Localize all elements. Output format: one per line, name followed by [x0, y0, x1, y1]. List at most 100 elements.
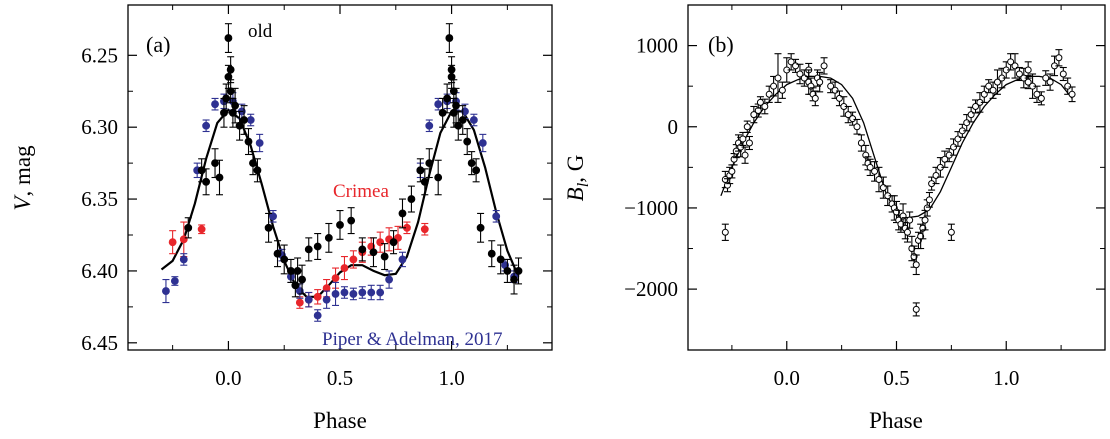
data-point: [472, 166, 481, 175]
data-point: [972, 102, 980, 110]
data-point: [496, 255, 505, 264]
data-point: [993, 78, 1001, 86]
y-tick-label: 6.45: [81, 331, 118, 355]
data-point: [253, 166, 262, 175]
data-point: [179, 255, 188, 264]
data-point: [1024, 66, 1032, 74]
data-point: [458, 116, 467, 124]
data-point: [721, 228, 729, 236]
data-point: [398, 209, 407, 218]
data-point: [756, 98, 764, 106]
series-b-0: [721, 49, 1076, 317]
data-point: [293, 267, 302, 275]
panel-label-b: (b): [708, 32, 734, 57]
y-tick-label: 0: [668, 115, 679, 139]
data-point: [875, 176, 883, 184]
data-point: [503, 267, 512, 275]
data-point: [222, 94, 231, 103]
y-axis-title-b-subscript: l: [575, 182, 592, 187]
data-point: [313, 242, 322, 251]
data-point: [774, 74, 782, 82]
data-point: [1046, 78, 1054, 86]
data-point: [324, 233, 333, 242]
data-point: [770, 82, 778, 90]
data-point: [476, 223, 485, 232]
data-point: [989, 86, 997, 94]
data-point: [407, 195, 416, 203]
data-point: [420, 225, 429, 234]
data-point: [761, 102, 769, 110]
data-point: [912, 261, 920, 269]
data-point: [469, 116, 478, 124]
data-point: [269, 212, 277, 221]
data-point: [313, 311, 322, 320]
data-point: [168, 238, 177, 247]
data-point: [447, 65, 456, 74]
axis-ticks-a: [128, 5, 552, 350]
data-point: [224, 34, 233, 42]
y-tick-label: 6.40: [81, 259, 118, 283]
y-tick-label: −2000: [624, 277, 678, 301]
data-point: [478, 139, 487, 147]
data-point: [831, 86, 839, 94]
data-point: [796, 70, 804, 78]
data-point: [908, 245, 916, 253]
data-point: [313, 292, 322, 301]
data-point: [917, 232, 925, 240]
data-point: [1037, 94, 1045, 102]
data-point: [754, 107, 762, 115]
panel-label-a: (a): [146, 32, 170, 57]
data-point: [463, 137, 472, 146]
data-point: [244, 137, 253, 146]
data-point: [179, 235, 188, 244]
data-point: [215, 173, 224, 182]
data-point: [985, 82, 993, 90]
data-point: [231, 101, 240, 110]
data-point: [492, 212, 501, 221]
data-point: [420, 177, 429, 186]
data-point: [295, 298, 304, 307]
data-point: [322, 295, 331, 304]
x-axis-title-b: Phase: [869, 408, 923, 433]
data-point: [1068, 90, 1076, 98]
data-point: [226, 87, 235, 96]
data-point: [347, 216, 356, 225]
data-point: [425, 121, 434, 130]
fit-curve-a: [160, 108, 520, 298]
data-point: [197, 166, 206, 175]
data-point: [376, 238, 385, 247]
y-tick-label: 6.30: [81, 115, 118, 139]
data-point: [827, 82, 835, 90]
plot-frame-b: [687, 4, 1106, 351]
data-point: [280, 255, 289, 264]
data-point: [857, 139, 865, 147]
data-point: [273, 249, 282, 258]
data-point: [743, 123, 751, 131]
data-point: [416, 166, 425, 175]
y-axis-title-a: V, mag: [10, 145, 35, 211]
data-point: [750, 111, 758, 119]
data-point: [906, 216, 914, 224]
data-point: [367, 288, 376, 297]
data-point: [941, 155, 949, 163]
data-point: [246, 116, 255, 124]
data-point: [816, 78, 824, 86]
data-point: [304, 245, 313, 254]
data-point: [787, 58, 795, 66]
tick-labels-b: 0.0 0.5 1.0 1000 0 −1000 −2000: [624, 34, 1019, 390]
data-point: [844, 111, 852, 119]
data-series-a: [162, 23, 523, 322]
y-tick-label: 1000: [636, 34, 678, 58]
data-point: [331, 274, 340, 283]
data-point: [853, 123, 861, 131]
panel-b: 0.0 0.5 1.0 1000 0 −1000 −2000 (b) Phase Bl, G: [563, 4, 1106, 433]
series-a-2: [184, 23, 523, 298]
data-point: [202, 177, 211, 186]
data-point: [866, 163, 874, 171]
data-point: [487, 249, 496, 258]
data-point: [1064, 82, 1072, 90]
fit-curve-b: [720, 75, 1073, 219]
data-point: [1059, 70, 1067, 78]
x-axis-title-a: Phase: [313, 408, 367, 433]
data-point: [820, 62, 828, 70]
